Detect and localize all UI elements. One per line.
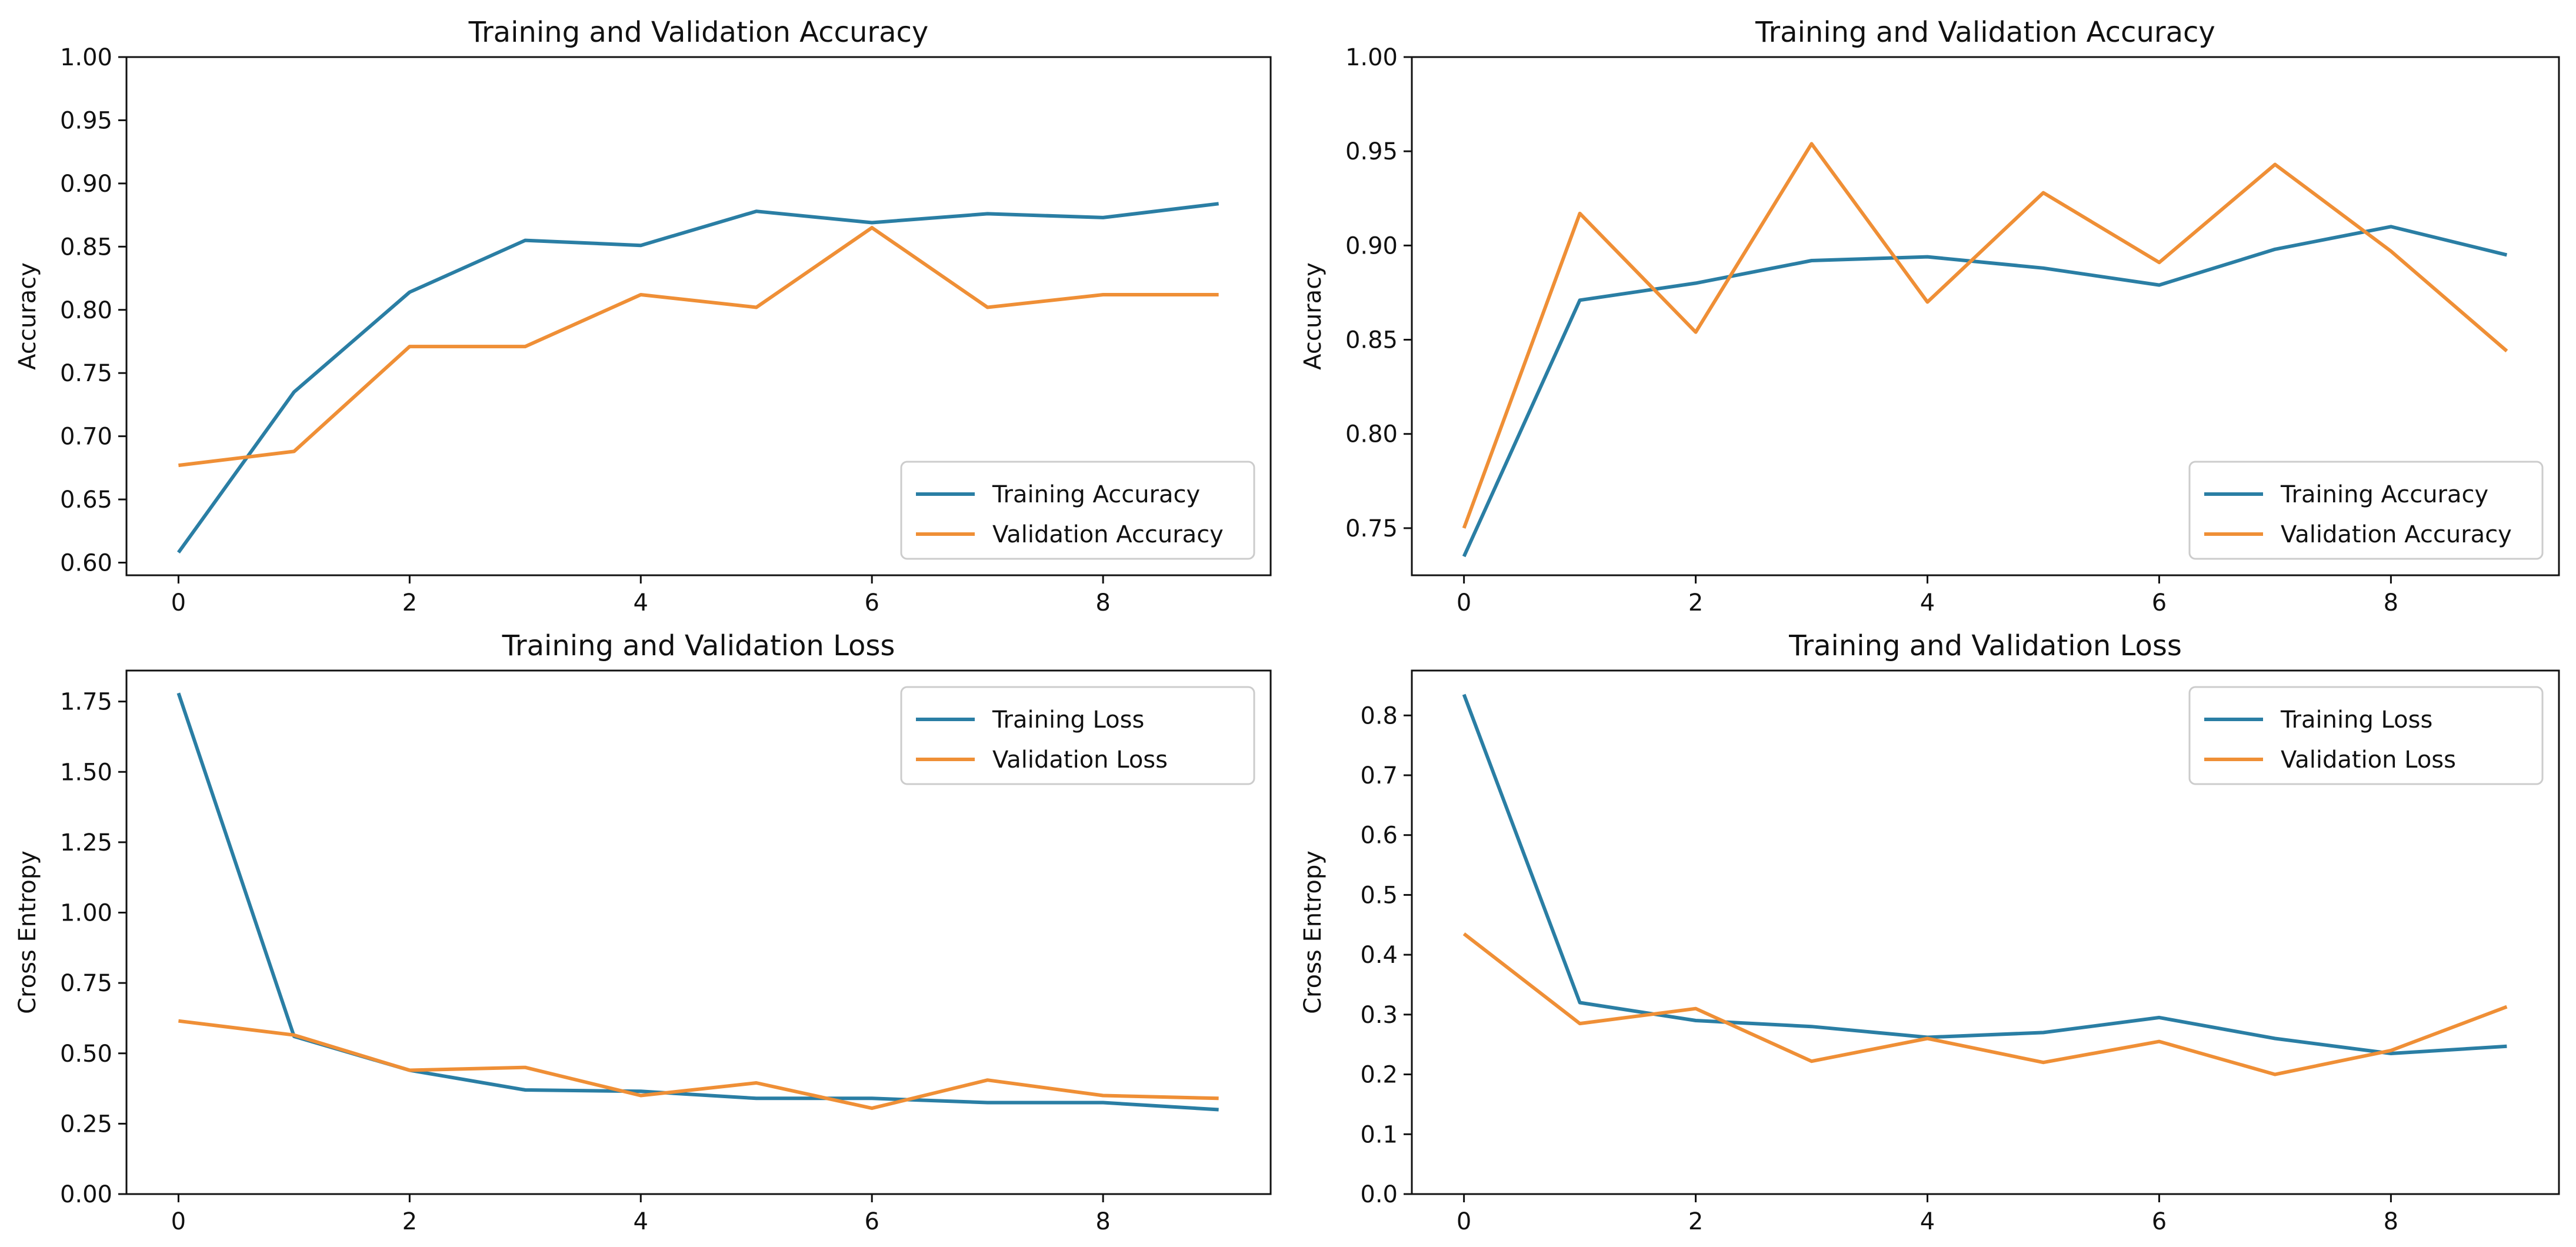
legend: Training Loss Validation Loss	[900, 686, 1255, 785]
x-tick-label: 8	[2384, 589, 2398, 616]
y-tick-label: 0.00	[60, 1181, 112, 1208]
y-tick-label: 0.95	[1345, 138, 1398, 165]
y-tick-label: 0.7	[1360, 762, 1398, 789]
legend-box	[2188, 686, 2544, 785]
chart-title: Training and Validation Accuracy	[468, 16, 929, 49]
y-tick-label: 0.80	[1345, 421, 1398, 448]
legend-label: Training Accuracy	[992, 481, 1200, 508]
chart-title: Training and Validation Loss	[1788, 629, 2182, 662]
y-tick-label: 0.80	[60, 297, 112, 324]
y-tick-label: 0.90	[60, 171, 112, 198]
plot-frame	[125, 669, 1272, 1195]
y-tick-label: 0.25	[60, 1111, 112, 1138]
x-tick-label: 2	[402, 1208, 417, 1235]
x-tick-label: 0	[1457, 1208, 1471, 1235]
y-tick-label: 1.00	[60, 44, 112, 71]
y-axis-label: Cross Entropy	[1299, 851, 1327, 1014]
x-tick-label: 0	[171, 1208, 186, 1235]
x-tick-label: 6	[864, 589, 879, 616]
legend-label: Validation Accuracy	[2281, 521, 2512, 548]
y-tick-label: 0.75	[60, 360, 112, 387]
legend-label: Validation Accuracy	[992, 521, 1224, 548]
x-tick-label: 4	[634, 1208, 648, 1235]
x-tick-label: 6	[2152, 589, 2167, 616]
x-tick-label: 6	[2152, 1208, 2167, 1235]
y-tick-label: 1.25	[60, 829, 112, 856]
series-line-validation-accuracy	[178, 226, 1219, 468]
series-line-training-accuracy	[1462, 225, 2508, 558]
y-tick-label: 0.50	[60, 1041, 112, 1068]
legend-box	[900, 686, 1255, 785]
accuracy-chart-model-b: Training and Validation Accuracy Accuracy…	[1299, 16, 2560, 616]
y-tick-label: 0.65	[60, 486, 112, 514]
loss-chart-model-b: Training and Validation Loss Cross Entrop…	[1299, 629, 2560, 1235]
y-tick-label: 0.75	[60, 970, 112, 997]
legend: Training Accuracy Validation Accuracy	[900, 461, 1255, 560]
legend-label: Training Loss	[2280, 706, 2432, 733]
y-axis-label: Cross Entropy	[14, 851, 41, 1014]
legend: Training Accuracy Validation Accuracy	[2188, 461, 2544, 560]
y-tick-label: 0.85	[1345, 327, 1398, 354]
legend-label: Validation Loss	[992, 746, 1168, 773]
series-line-validation-accuracy	[1462, 142, 2508, 529]
x-tick-label: 4	[1920, 589, 1935, 616]
x-tick-label: 4	[634, 589, 648, 616]
legend-box	[900, 461, 1255, 560]
y-tick-label: 1.00	[1345, 44, 1398, 71]
series-line-validation-loss	[178, 1019, 1219, 1111]
y-axis-label: Accuracy	[14, 262, 41, 370]
y-tick-label: 0.6	[1360, 822, 1398, 849]
chart-title: Training and Validation Loss	[502, 629, 895, 662]
y-tick-label: 0.0	[1360, 1181, 1398, 1208]
x-tick-label: 6	[864, 1208, 879, 1235]
series-line-training-accuracy	[176, 202, 1219, 554]
legend-label: Validation Loss	[2281, 746, 2456, 773]
y-tick-label: 0.1	[1360, 1121, 1398, 1148]
y-tick-label: 0.70	[60, 424, 112, 451]
accuracy-chart-model-a: Training and Validation Accuracy Accuracy…	[14, 16, 1272, 616]
legend: Training Loss Validation Loss	[2188, 686, 2544, 785]
x-tick-label: 8	[1095, 1208, 1110, 1235]
y-tick-label: 1.75	[60, 689, 112, 716]
x-tick-label: 0	[1457, 589, 1471, 616]
legend-label: Training Loss	[992, 706, 1144, 733]
x-tick-label: 2	[402, 589, 417, 616]
plot-frame	[125, 56, 1272, 576]
x-tick-label: 8	[1095, 589, 1110, 616]
y-tick-label: 0.2	[1360, 1062, 1398, 1089]
chart-title: Training and Validation Accuracy	[1755, 16, 2215, 49]
y-tick-label: 0.75	[1345, 515, 1398, 542]
y-tick-label: 0.90	[1345, 232, 1398, 259]
y-tick-label: 0.4	[1360, 942, 1398, 969]
y-axis-label: Accuracy	[1299, 262, 1327, 370]
legend-box	[2188, 461, 2544, 560]
y-tick-label: 0.8	[1360, 702, 1398, 729]
legend-label: Training Accuracy	[2280, 481, 2488, 508]
plot-frame	[1411, 669, 2560, 1195]
y-tick-label: 0.95	[60, 107, 112, 134]
plot-frame	[1411, 56, 2560, 576]
y-tick-label: 0.60	[60, 550, 112, 577]
y-tick-label: 1.00	[60, 900, 112, 927]
loss-chart-model-a: Training and Validation Loss Cross Entrop…	[14, 629, 1272, 1235]
y-tick-label: 0.85	[60, 234, 112, 261]
x-tick-label: 2	[1688, 1208, 1703, 1235]
x-tick-label: 0	[171, 589, 186, 616]
y-tick-label: 1.50	[60, 759, 112, 786]
series-line-training-loss	[1462, 693, 2507, 1055]
series-line-validation-loss	[1462, 932, 2508, 1076]
y-tick-label: 0.3	[1360, 1002, 1398, 1029]
y-tick-label: 0.5	[1360, 882, 1398, 909]
x-tick-label: 8	[2384, 1208, 2398, 1235]
x-tick-label: 4	[1920, 1208, 1935, 1235]
x-tick-label: 2	[1688, 589, 1703, 616]
